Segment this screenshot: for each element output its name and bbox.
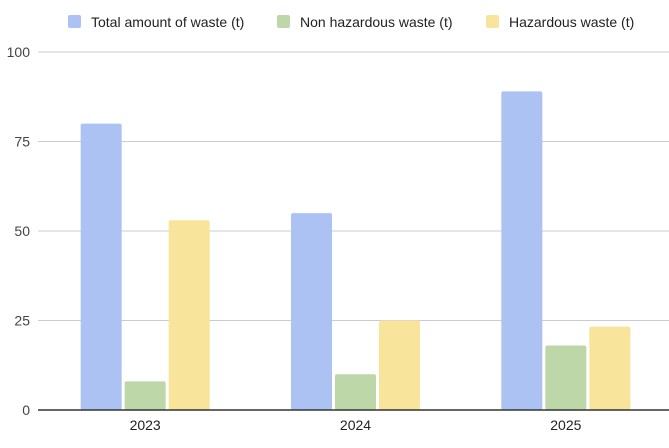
y-tick-label: 100	[7, 44, 31, 60]
x-tick-label: 2023	[130, 417, 161, 433]
y-tick-label: 75	[14, 134, 30, 150]
bar-2025-series-2	[589, 326, 631, 410]
y-tick-label: 50	[14, 223, 30, 239]
legend-label: Non hazardous waste (t)	[300, 14, 453, 30]
y-tick-label: 0	[22, 402, 30, 418]
bar-2024-series-2	[379, 320, 420, 410]
bar-2025-series-0	[501, 91, 543, 410]
legend-swatch	[486, 15, 499, 28]
bar-2023-series-2	[168, 220, 210, 410]
legend-swatch	[277, 15, 290, 28]
x-tick-label: 2025	[550, 417, 581, 433]
bar-2024-series-1	[335, 374, 376, 410]
bar-2024-series-0	[291, 213, 332, 410]
bar-2025-series-1	[545, 345, 587, 410]
y-tick-label: 25	[14, 313, 30, 329]
legend-swatch	[68, 15, 81, 28]
legend-label: Hazardous waste (t)	[509, 14, 634, 30]
bar-2023-series-1	[124, 381, 166, 410]
bar-2023-series-0	[80, 123, 122, 410]
x-tick-label: 2024	[340, 417, 371, 433]
legend-label: Total amount of waste (t)	[91, 14, 244, 30]
